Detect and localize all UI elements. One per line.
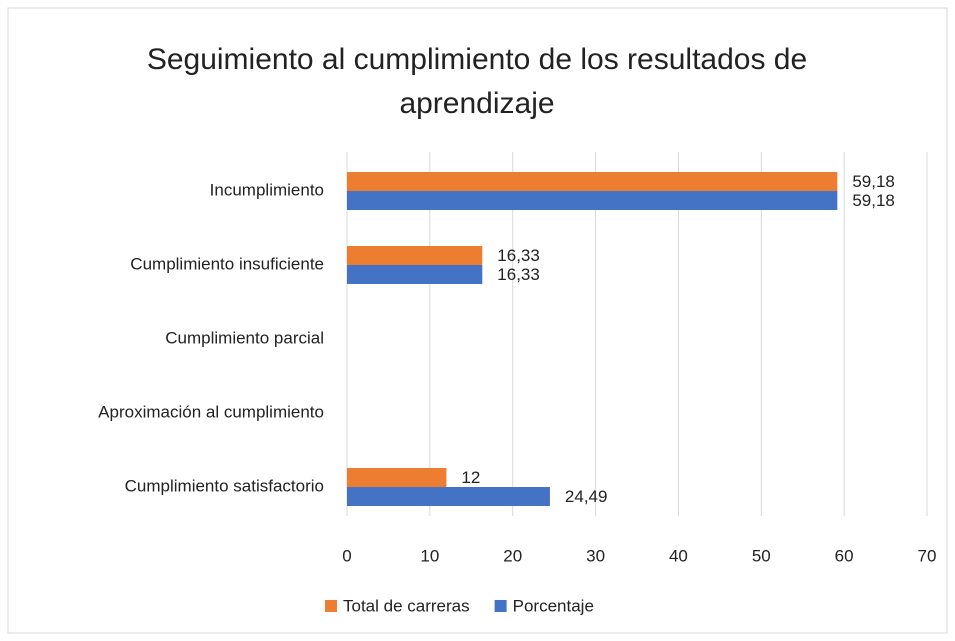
y-tick-label: Cumplimiento satisfactorio: [125, 476, 324, 495]
x-tick-label: 0: [342, 546, 351, 565]
legend-swatch: [494, 600, 507, 612]
x-tick-label: 70: [918, 546, 937, 565]
x-tick-label: 20: [503, 546, 522, 565]
legend-label: Porcentaje: [513, 596, 594, 615]
data-label: 12: [461, 468, 480, 487]
bar: [347, 246, 483, 265]
x-tick-label: 10: [420, 546, 439, 565]
y-tick-label: Aproximación al cumplimiento: [98, 402, 324, 421]
data-label: 16,33: [497, 265, 540, 284]
x-tick-label: 40: [669, 546, 688, 565]
chart-border: [7, 7, 948, 634]
legend-swatch: [325, 600, 337, 612]
x-tick-label: 50: [752, 546, 771, 565]
x-tick-label: 30: [586, 546, 605, 565]
legend-label: Total de carreras: [343, 596, 470, 615]
chart-title: Seguimiento al cumplimiento de los resul…: [146, 43, 808, 120]
y-tick-label: Incumplimiento: [210, 180, 324, 199]
data-label: 59,18: [852, 191, 895, 210]
bar: [347, 487, 550, 506]
bar: [347, 172, 838, 191]
data-label: 24,49: [565, 487, 608, 506]
data-label: 16,33: [497, 246, 540, 265]
data-label: 59,18: [852, 172, 895, 191]
y-tick-label: Cumplimiento parcial: [165, 328, 324, 347]
bar: [347, 468, 447, 487]
bar: [347, 265, 483, 284]
bar: [347, 191, 838, 210]
x-tick-label: 60: [835, 546, 854, 565]
y-tick-label: Cumplimiento insuficiente: [130, 254, 324, 273]
